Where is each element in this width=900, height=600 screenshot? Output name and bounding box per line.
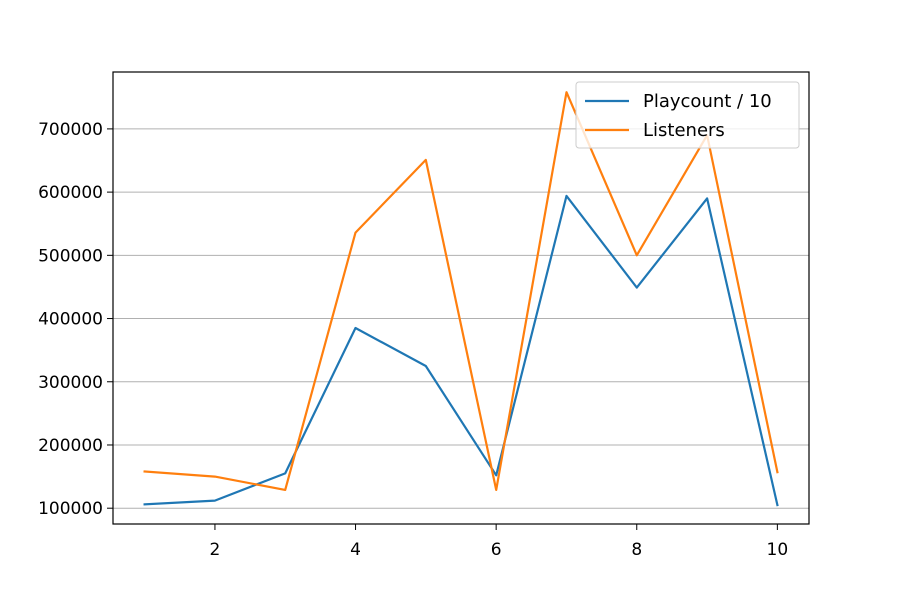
x-tick-label: 2 <box>210 540 221 560</box>
series-lines <box>143 91 779 507</box>
y-tick-label: 600000 <box>38 183 103 203</box>
y-gridlines <box>113 128 809 509</box>
y-tick-label: 700000 <box>38 120 103 140</box>
legend: Playcount / 10 Listeners <box>575 81 800 149</box>
x-tick-label: 10 <box>767 540 789 560</box>
x-axis: 2 4 6 8 10 <box>210 524 789 560</box>
y-tick-label: 100000 <box>38 499 103 519</box>
series-line-listeners <box>143 91 779 491</box>
legend-box <box>575 81 800 149</box>
y-tick-label: 200000 <box>38 436 103 456</box>
x-tick-label: 8 <box>631 540 642 560</box>
legend-label-listeners: Listeners <box>643 120 725 141</box>
series-line-playcount <box>143 194 779 507</box>
y-tick-label: 500000 <box>38 246 103 266</box>
x-tick-label: 6 <box>491 540 502 560</box>
x-tick-label: 4 <box>350 540 361 560</box>
plot-area-frame <box>112 71 810 525</box>
y-tick-label: 400000 <box>38 310 103 330</box>
legend-label-playcount: Playcount / 10 <box>643 91 772 112</box>
y-tick-label: 300000 <box>38 373 103 393</box>
y-axis: 100000 200000 300000 400000 500000 600000 7000… <box>38 120 113 519</box>
